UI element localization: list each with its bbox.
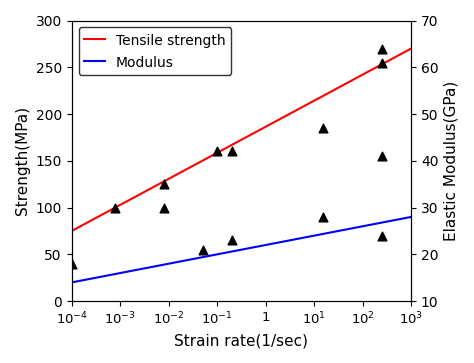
Y-axis label: Strength(MPa): Strength(MPa) — [15, 106, 30, 215]
Point — [319, 125, 327, 131]
Point — [160, 205, 168, 211]
Point — [378, 153, 386, 159]
Point — [378, 60, 386, 65]
Point — [160, 181, 168, 187]
X-axis label: Strain rate(1/sec): Strain rate(1/sec) — [174, 333, 309, 348]
Point — [378, 233, 386, 238]
Point — [68, 261, 75, 266]
Point — [228, 237, 236, 243]
Point — [228, 148, 236, 154]
Legend: Tensile strength, Modulus: Tensile strength, Modulus — [79, 28, 231, 75]
Point — [319, 214, 327, 220]
Point — [199, 247, 206, 253]
Point — [112, 205, 119, 211]
Y-axis label: Elastic Modulus(GPa): Elastic Modulus(GPa) — [444, 81, 459, 241]
Point — [378, 46, 386, 52]
Point — [213, 148, 221, 154]
